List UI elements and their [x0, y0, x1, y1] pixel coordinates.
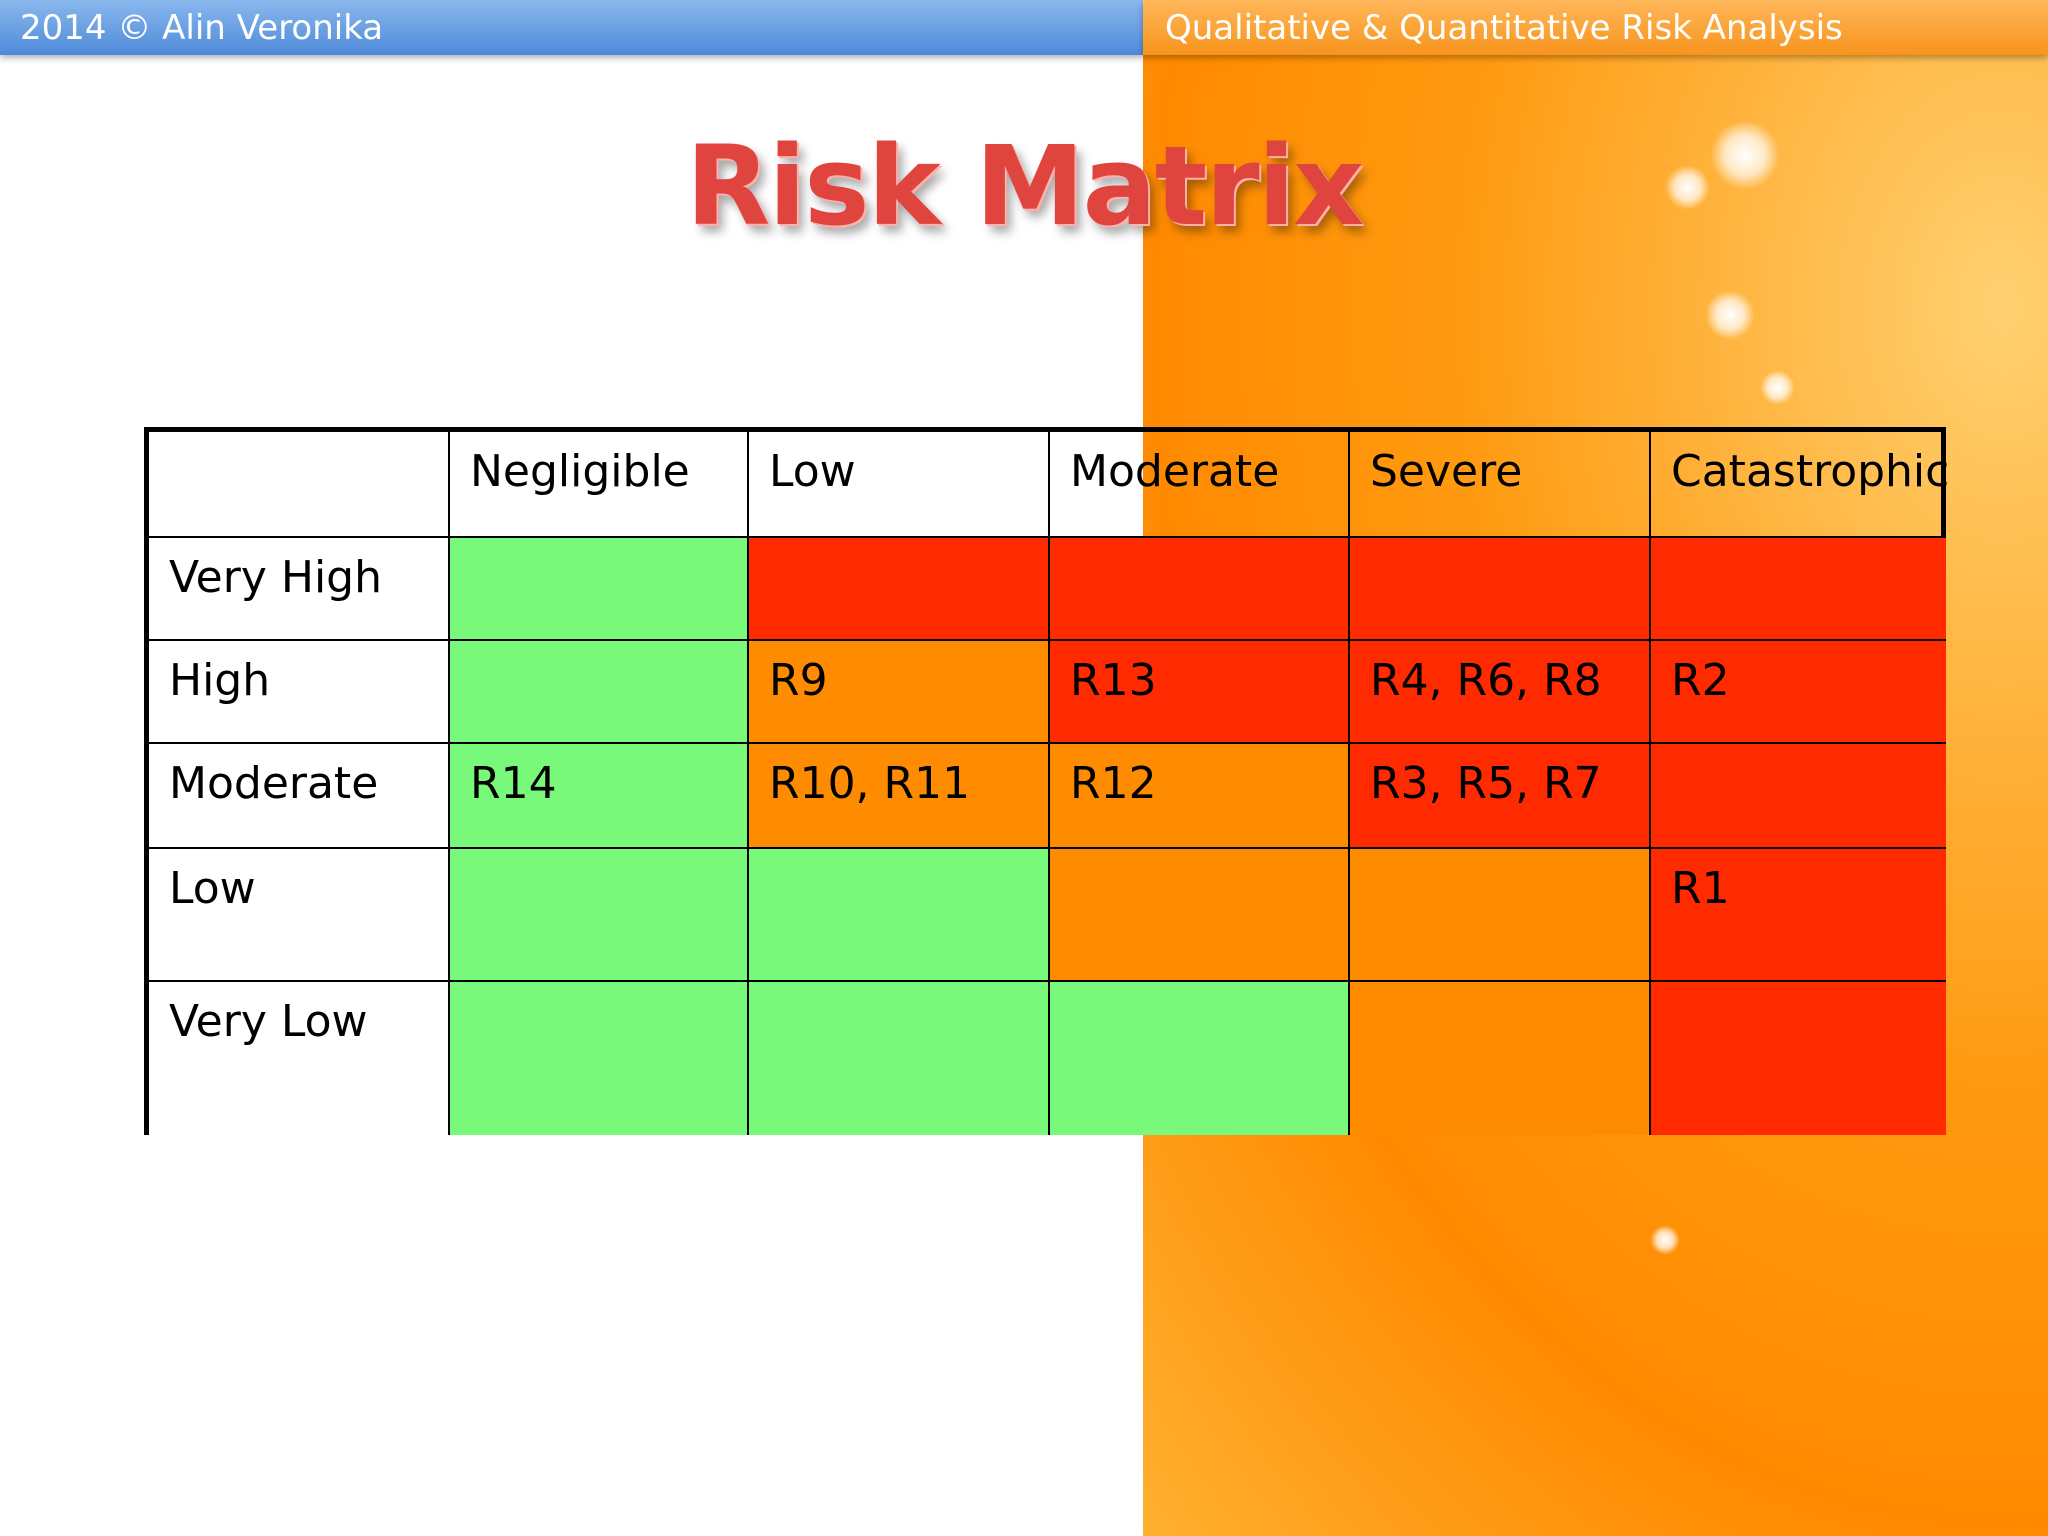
table-cell: R1	[1651, 849, 1946, 982]
bokeh	[1650, 1225, 1680, 1255]
table-cell: R14	[450, 744, 749, 849]
table-cell	[450, 849, 749, 982]
table-cell: R4, R6, R8	[1350, 641, 1651, 744]
cell-text: Catastrophic	[1671, 446, 1950, 497]
table-cell	[749, 538, 1050, 641]
table-cell: Moderate	[1050, 432, 1350, 538]
cell-text: High	[169, 655, 271, 706]
cell-text: Moderate	[169, 758, 379, 809]
cell-text: R13	[1070, 655, 1157, 706]
header-left-text: 2014 © Alin Veronika	[20, 8, 384, 48]
table-cell	[450, 641, 749, 744]
table-cell	[749, 982, 1050, 1135]
table-cell	[749, 849, 1050, 982]
table-cell	[1350, 982, 1651, 1135]
cell-text: R12	[1070, 758, 1157, 809]
table-cell	[450, 538, 749, 641]
header-right-text: Qualitative & Quantitative Risk Analysis	[1165, 8, 1843, 48]
table-cell: R9	[749, 641, 1050, 744]
table-cell	[1651, 744, 1946, 849]
table-cell: Very Low	[149, 982, 450, 1135]
table-cell: Moderate	[149, 744, 450, 849]
cell-text: Negligible	[470, 446, 690, 497]
cell-text: R3, R5, R7	[1370, 758, 1602, 809]
table-cell: Negligible	[450, 432, 749, 538]
table-cell: R2	[1651, 641, 1946, 744]
cell-text: Very High	[169, 552, 382, 603]
cell-text: Moderate	[1070, 446, 1280, 497]
table-cell	[1050, 849, 1350, 982]
cell-text: Severe	[1370, 446, 1523, 497]
cell-text: Low	[169, 863, 256, 914]
table-cell: Low	[149, 849, 450, 982]
cell-text: R14	[470, 758, 557, 809]
table-cell: Low	[749, 432, 1050, 538]
table-cell: Severe	[1350, 432, 1651, 538]
bokeh	[1710, 120, 1780, 190]
cell-text: R1	[1671, 863, 1730, 914]
cell-text: R4, R6, R8	[1370, 655, 1602, 706]
table-cell	[1350, 849, 1651, 982]
table-cell	[1050, 538, 1350, 641]
table-cell: High	[149, 641, 450, 744]
risk-matrix-table: Negligible Low Moderate Severe Catastrophic V…	[144, 427, 1950, 1135]
slide-title: Risk Matrix	[685, 122, 1365, 250]
table-cell	[1651, 538, 1946, 641]
table-cell: Catastrophic	[1651, 432, 1950, 538]
cell-text: Low	[769, 446, 856, 497]
bokeh	[1760, 370, 1795, 405]
table-cell: R10, R11	[749, 744, 1050, 849]
table-cell	[1350, 538, 1651, 641]
cell-text: R9	[769, 655, 828, 706]
bokeh	[1705, 290, 1755, 340]
header-bar: 2014 © Alin Veronika	[0, 0, 1143, 55]
table-cell: R12	[1050, 744, 1350, 849]
header-bar: Qualitative & Quantitative Risk Analysis	[1143, 0, 2048, 55]
table-cell	[450, 982, 749, 1135]
table-cell	[149, 432, 450, 538]
cell-text: R10, R11	[769, 758, 971, 809]
table-cell	[1651, 982, 1946, 1135]
cell-text: Very Low	[169, 996, 368, 1047]
table-cell: R3, R5, R7	[1350, 744, 1651, 849]
table-cell: R13	[1050, 641, 1350, 744]
cell-text: R2	[1671, 655, 1730, 706]
bokeh	[1665, 165, 1710, 210]
table-cell: Very High	[149, 538, 450, 641]
table-cell	[1050, 982, 1350, 1135]
